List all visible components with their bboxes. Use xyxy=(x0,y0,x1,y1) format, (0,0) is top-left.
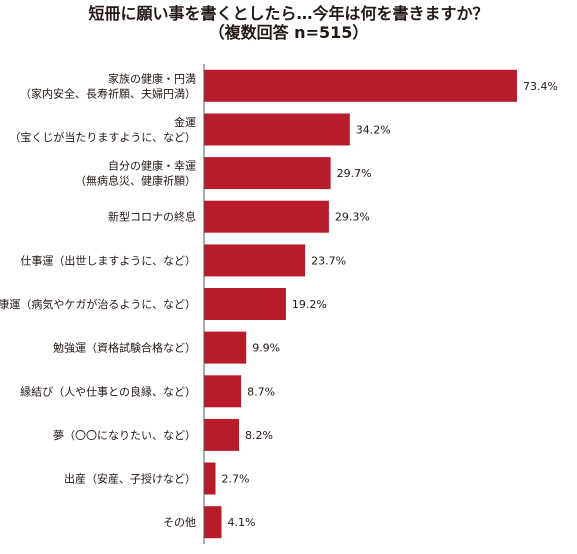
bar xyxy=(204,331,247,364)
value-label: 73.4% xyxy=(523,80,558,93)
bar xyxy=(204,244,306,277)
value-label: 8.7% xyxy=(247,385,275,398)
value-label: 8.2% xyxy=(245,429,273,442)
bar xyxy=(204,69,517,102)
category-label: 勉強運（資格試験合格など） xyxy=(53,341,196,355)
category-label: その他 xyxy=(163,516,196,529)
category-label: （家内安全、長寿祈願、夫婦円満） xyxy=(20,86,196,100)
value-label: 9.9% xyxy=(252,342,280,355)
category-label: 自分の健康・幸運 xyxy=(108,159,196,173)
bar xyxy=(204,462,216,495)
category-label: 健康運（病気やケガが治るように、など） xyxy=(0,297,196,311)
value-label: 29.3% xyxy=(335,211,370,224)
value-label: 23.7% xyxy=(311,254,346,267)
chart-subtitle: （複数回答 n=515） xyxy=(208,23,369,42)
category-label: 出産（安産、子授けなど） xyxy=(64,472,196,486)
value-label: 29.7% xyxy=(337,167,372,180)
value-label: 4.1% xyxy=(228,516,256,529)
bar xyxy=(204,288,286,320)
bar xyxy=(204,113,350,146)
category-label: （無病息災、健康祈願） xyxy=(75,174,196,188)
category-label: 縁結び（人や仕事との良縁、など） xyxy=(20,384,196,398)
bar xyxy=(204,418,239,451)
chart-title-block: 短冊に願い事を書くとしたら…今年は何を書きますか？ （複数回答 n=515） xyxy=(0,4,577,42)
category-label: （宝くじが当たりますように、など） xyxy=(9,130,196,144)
value-label: 19.2% xyxy=(292,298,327,311)
category-label: 夢（〇〇になりたい、など） xyxy=(53,429,196,442)
value-label: 2.7% xyxy=(222,473,250,486)
bar xyxy=(204,375,242,408)
bar xyxy=(204,200,329,233)
category-label: 金運 xyxy=(174,115,196,129)
value-label: 34.2% xyxy=(356,124,391,137)
category-label: 家族の健康・円満 xyxy=(108,71,196,85)
chart-title: 短冊に願い事を書くとしたら…今年は何を書きますか？ xyxy=(88,4,489,23)
bar xyxy=(204,157,331,190)
bar xyxy=(204,506,222,539)
category-label: 仕事運（出世しますように、など） xyxy=(20,253,196,267)
category-label: 新型コロナの終息 xyxy=(108,210,196,224)
